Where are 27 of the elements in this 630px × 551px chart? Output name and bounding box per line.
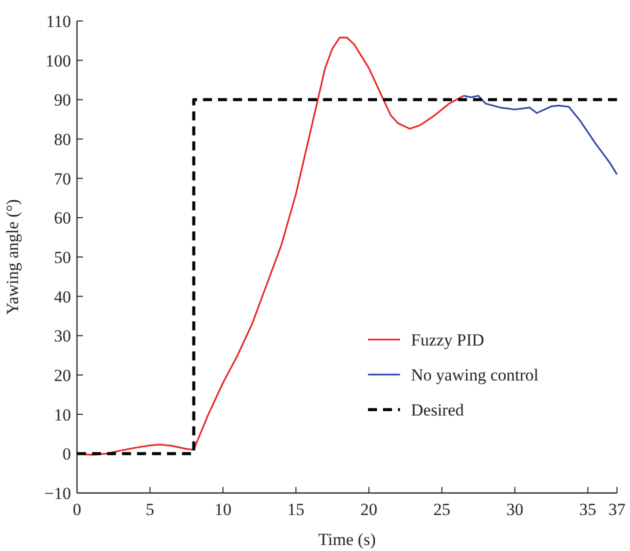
y-tick-label: 50 (54, 248, 71, 267)
x-tick-label: 15 (287, 500, 304, 519)
legend-label: Fuzzy PID (411, 330, 484, 350)
y-tick-label: 0 (62, 444, 71, 464)
x-tick-label: 20 (360, 500, 378, 519)
y-tick-label: 20 (54, 366, 71, 385)
y-tick-label: −10 (44, 484, 71, 503)
y-tick-label: 40 (54, 287, 71, 306)
line-series (462, 94, 618, 176)
legend-label: Desired (411, 400, 464, 420)
y-tick-label: 80 (54, 130, 71, 149)
x-tick-label: 30 (506, 500, 524, 519)
y-tick-label: 10 (54, 405, 71, 424)
y-axis-title: Yawing angle (°) (3, 199, 22, 315)
y-tick-label: 100 (46, 51, 71, 70)
x-tick-label: 25 (433, 500, 450, 519)
x-tick-label: 35 (579, 500, 596, 519)
x-axis-title: Time (s) (318, 530, 376, 549)
x-tick-label: 10 (214, 500, 232, 519)
y-tick-label: 70 (54, 169, 71, 188)
legend-label: No yawing control (411, 366, 539, 385)
y-tick-label: 60 (54, 208, 71, 228)
y-tick-label: 110 (46, 12, 71, 31)
y-tick-label: 30 (54, 326, 71, 346)
x-tick-label: 5 (146, 500, 154, 519)
x-tick-label: 37 (608, 500, 626, 519)
y-tick-label: 90 (54, 90, 71, 110)
